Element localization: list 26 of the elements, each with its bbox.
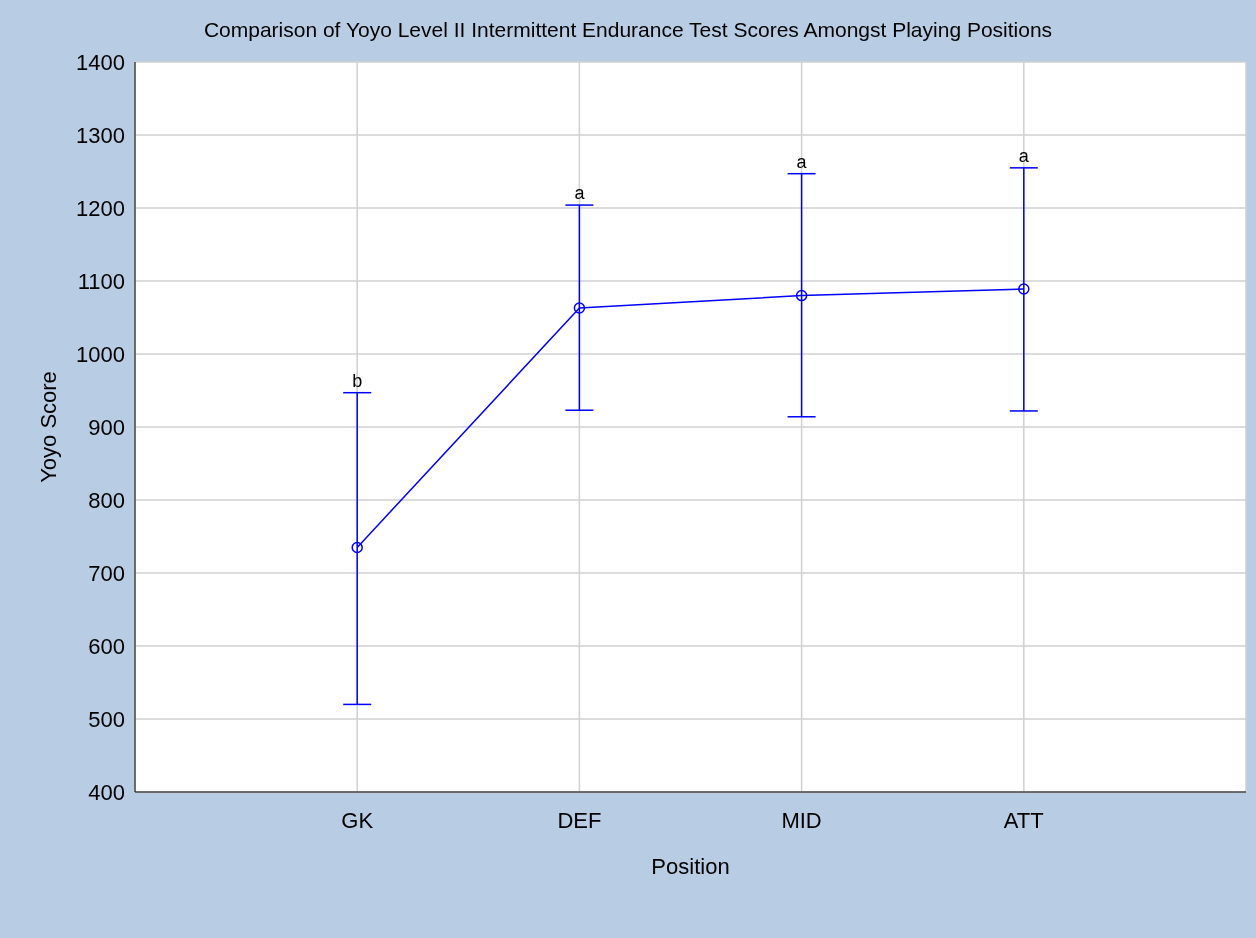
point (351, 541, 363, 554)
point (573, 302, 586, 314)
y-tick-label: 1400 (76, 49, 125, 75)
x-tick-label: DEF (557, 807, 602, 833)
point (795, 289, 808, 302)
y-tick-label: 500 (88, 706, 125, 732)
x-tick-label: GK (341, 807, 374, 833)
annotation: a (574, 183, 586, 204)
x-tick-label: ATT (1003, 807, 1044, 833)
y-tick-label: 700 (88, 560, 125, 586)
y-tick-label: 800 (88, 487, 125, 513)
y-axis-title: Yoyo Score (35, 371, 61, 483)
y-tick-label: 1100 (77, 268, 125, 294)
annotation: b (352, 370, 363, 391)
annotation: a (796, 151, 808, 172)
y-tick-label: 900 (88, 414, 125, 440)
y-tick-label: 1200 (76, 195, 125, 221)
x-tick-label: MID (781, 807, 822, 833)
chart-title: Comparison of Yoyo Level II Intermittent Endurance Test Scores Amongst Playing Positions (202, 18, 1054, 42)
y-tick-label: 1300 (76, 122, 125, 148)
x-axis-title: Position (651, 854, 730, 879)
point (1018, 283, 1030, 295)
y-tick-label: 400 (88, 779, 125, 805)
annotation: a (1018, 145, 1030, 166)
y-tick-label: 600 (88, 633, 125, 659)
y-tick-label: 1000 (76, 341, 125, 367)
